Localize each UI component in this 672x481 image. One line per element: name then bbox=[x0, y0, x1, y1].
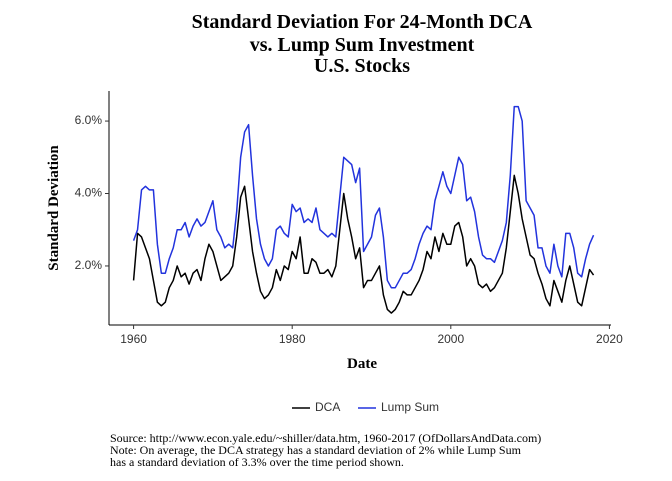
y-tick-label: 6.0% bbox=[75, 113, 103, 127]
x-tick-label: 2020 bbox=[596, 332, 623, 346]
note: Note: On average, the DCA strategy has a… bbox=[110, 443, 522, 457]
x-tick-label: 1980 bbox=[279, 332, 306, 346]
chart-title: vs. Lump Sum Investment bbox=[250, 34, 475, 56]
line-series bbox=[132, 174, 595, 314]
line-series bbox=[132, 105, 595, 289]
x-tick-label: 2000 bbox=[437, 332, 464, 346]
legend-label: Lump Sum bbox=[381, 400, 439, 414]
x-tick-label: 1960 bbox=[120, 332, 147, 346]
y-tick-label: 2.0% bbox=[75, 258, 103, 272]
y-axis-label: Standard Deviation bbox=[46, 145, 62, 271]
note: has a standard deviation of 3.3% over th… bbox=[110, 455, 404, 469]
source-note: Source: http://www.econ.yale.edu/~shille… bbox=[110, 431, 541, 445]
chart-title: Standard Deviation For 24-Month DCA bbox=[192, 11, 533, 33]
legend-label: DCA bbox=[315, 400, 340, 414]
chart-title: U.S. Stocks bbox=[314, 55, 410, 77]
y-tick-label: 4.0% bbox=[75, 186, 103, 200]
x-axis-label: Date bbox=[347, 356, 377, 372]
